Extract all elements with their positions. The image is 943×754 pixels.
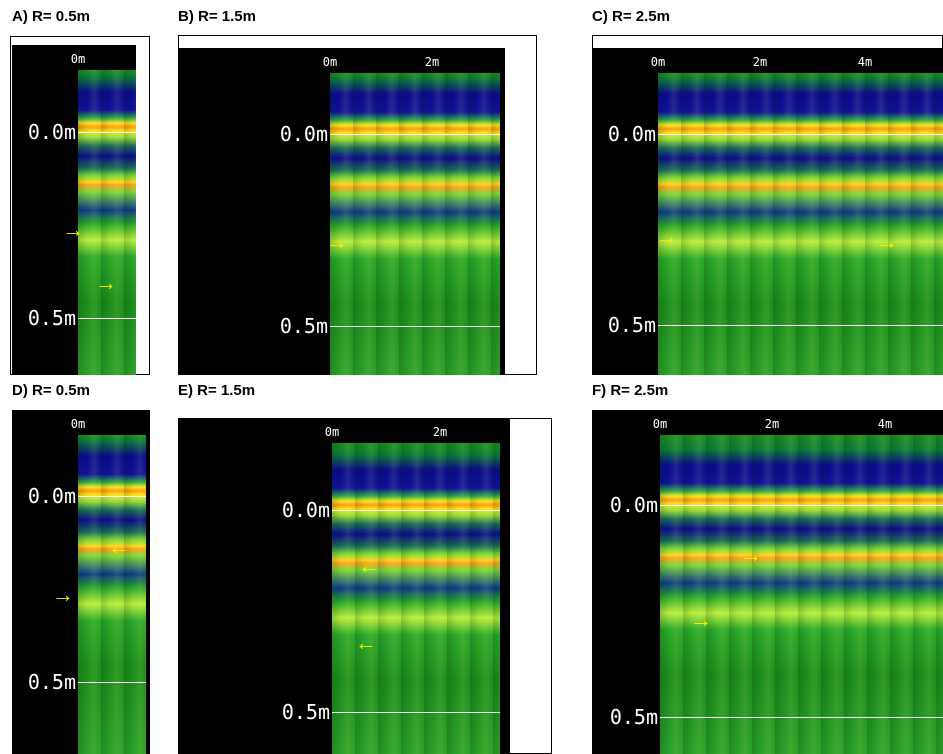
- radargram-texture: [78, 435, 146, 754]
- panel-label: D) R= 0.5m: [12, 382, 90, 399]
- arrow-marker: →: [326, 231, 348, 253]
- arrow-marker: →: [52, 584, 74, 606]
- x-tick-label: 2m: [765, 417, 779, 431]
- x-tick-label: 4m: [858, 55, 872, 69]
- arrow-marker: →: [656, 226, 678, 248]
- figure: {"panels": [ {"label": "A) R= 0.5m", "x_…: [0, 0, 943, 754]
- panel-label: F) R= 2.5m: [592, 382, 668, 399]
- depth-line: [660, 505, 943, 506]
- depth-tick-label: 0.5m: [280, 314, 328, 338]
- depth-line: [332, 510, 500, 511]
- depth-line: [78, 682, 146, 683]
- depth-tick-label: 0.0m: [28, 120, 76, 144]
- depth-line: [78, 496, 146, 497]
- arrow-marker: →: [690, 609, 712, 631]
- depth-line: [78, 318, 136, 319]
- radargram-texture: [658, 73, 943, 375]
- x-tick-label: 2m: [433, 425, 447, 439]
- x-tick-label: 0m: [651, 55, 665, 69]
- arrow-marker: ←: [355, 632, 377, 654]
- depth-line: [330, 326, 500, 327]
- depth-tick-label: 0.5m: [608, 313, 656, 337]
- x-tick-label: 4m: [878, 417, 892, 431]
- radargram-texture: [78, 70, 136, 375]
- depth-line: [332, 712, 500, 713]
- arrow-marker: ←: [358, 555, 380, 577]
- arrow-marker: →: [876, 231, 898, 253]
- arrow-marker: ←: [108, 536, 130, 558]
- arrow-marker: →: [95, 272, 117, 294]
- x-tick-label: 0m: [71, 52, 85, 66]
- x-tick-label: 2m: [753, 55, 767, 69]
- depth-tick-label: 0.0m: [608, 122, 656, 146]
- radargram-texture: [330, 73, 500, 375]
- depth-tick-label: 0.0m: [28, 484, 76, 508]
- depth-line: [330, 134, 500, 135]
- arrow-marker: →: [62, 219, 84, 241]
- depth-line: [658, 134, 943, 135]
- radargram-texture: [660, 435, 943, 754]
- x-tick-label: 0m: [653, 417, 667, 431]
- panel-label: B) R= 1.5m: [178, 8, 256, 25]
- page: html, body { margin: 0; padding: 0; } bo…: [0, 0, 943, 754]
- panel-label: E) R= 1.5m: [178, 382, 255, 399]
- depth-line: [660, 717, 943, 718]
- x-tick-label: 2m: [425, 55, 439, 69]
- depth-tick-label: 0.0m: [282, 498, 330, 522]
- depth-line: [658, 325, 943, 326]
- depth-tick-label: 0.5m: [610, 705, 658, 729]
- depth-tick-label: 0.0m: [610, 493, 658, 517]
- radargram-texture: [332, 443, 500, 754]
- depth-tick-label: 0.5m: [282, 700, 330, 724]
- x-tick-label: 0m: [71, 417, 85, 431]
- x-tick-label: 0m: [323, 55, 337, 69]
- arrow-marker: →: [740, 544, 762, 566]
- depth-line: [78, 132, 136, 133]
- x-tick-label: 0m: [325, 425, 339, 439]
- panel-label: C) R= 2.5m: [592, 8, 670, 25]
- depth-tick-label: 0.0m: [280, 122, 328, 146]
- panel-label: A) R= 0.5m: [12, 8, 90, 25]
- depth-tick-label: 0.5m: [28, 306, 76, 330]
- depth-tick-label: 0.5m: [28, 670, 76, 694]
